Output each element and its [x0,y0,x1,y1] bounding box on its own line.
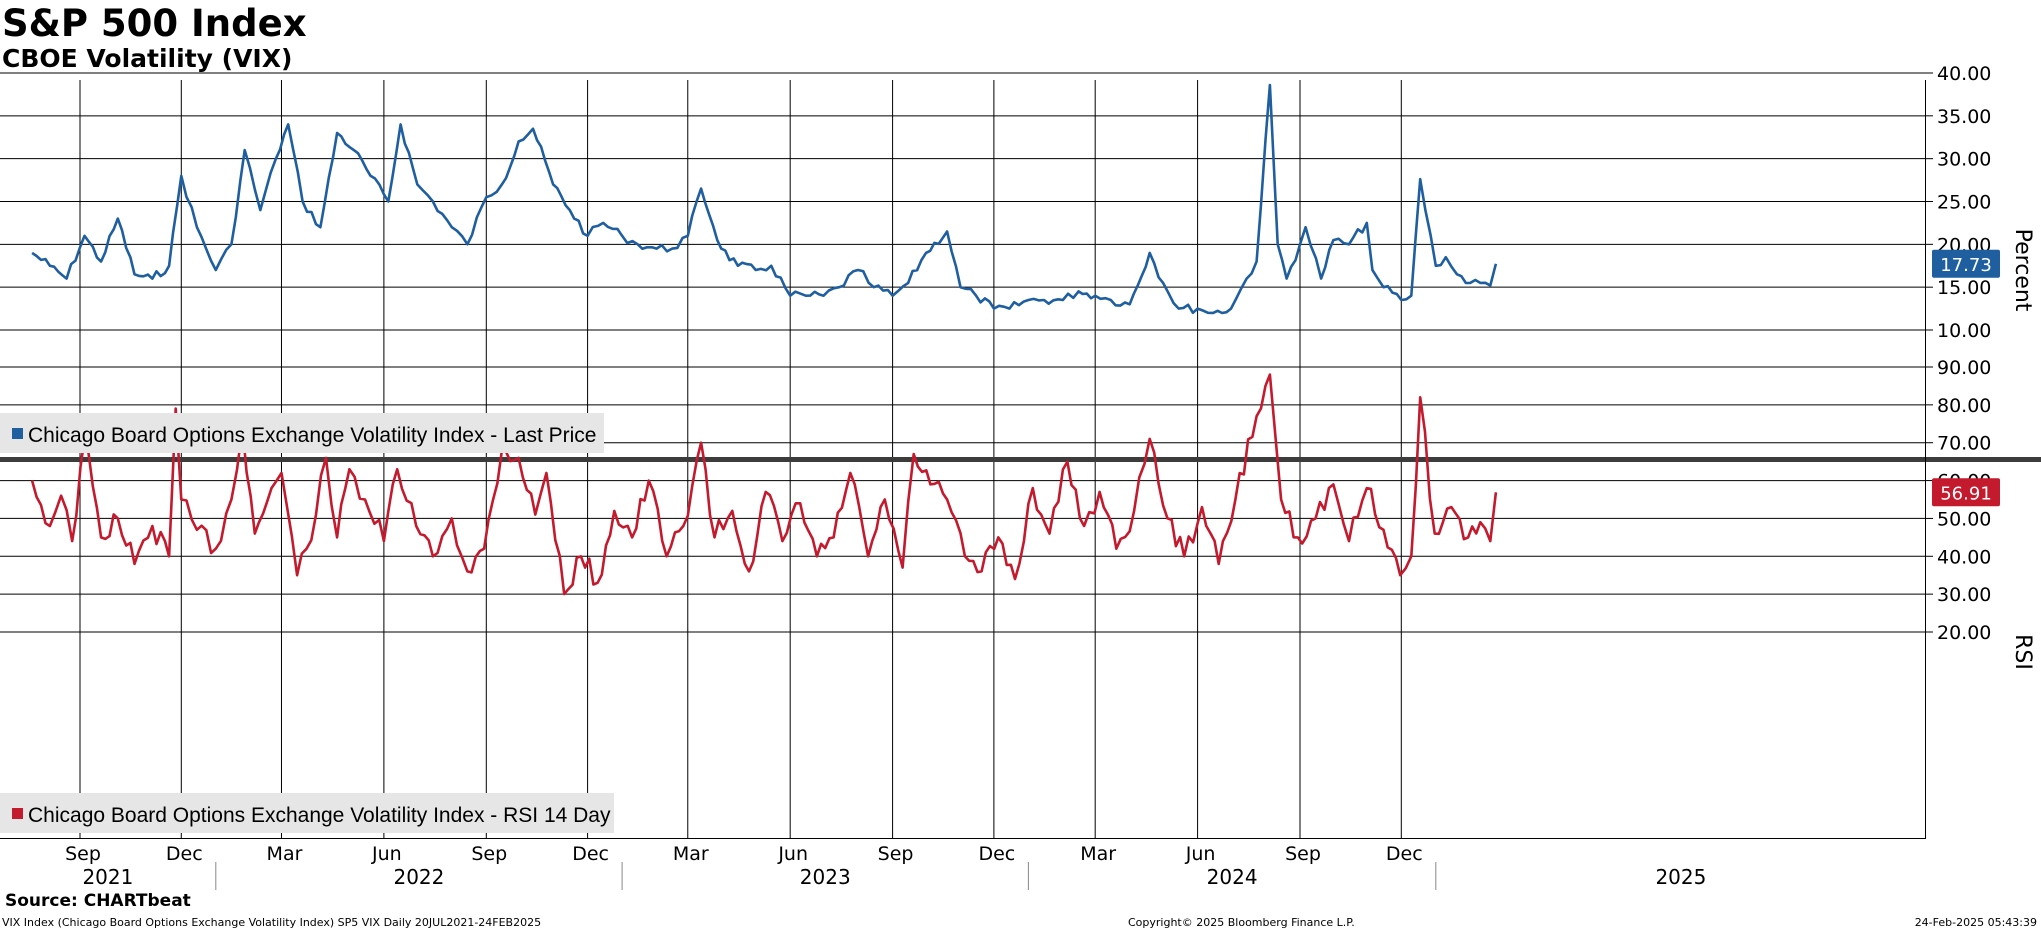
price-last-value-tag: 17.73 [1932,249,2000,278]
price-tick-label: 35.00 [1937,106,1991,128]
rsi-tick-label: 40.00 [1937,546,1991,568]
rsi-last-value-tag: 56.91 [1932,478,2000,507]
source-label: Source: CHARTbeat [5,891,191,911]
rsi-tick-label: 30.00 [1937,584,1991,606]
month-label: Mar [673,843,709,865]
panel-separator [0,457,2041,462]
price-tick-label: 10.00 [1937,320,1991,342]
price-tick-label: 25.00 [1937,192,1991,214]
footer-copyright: Copyright© 2025 Bloomberg Finance L.P. [1128,916,1355,929]
month-label: Sep [1285,843,1321,865]
vix-rsi-series-line [30,373,1498,596]
month-label: Dec [978,843,1015,865]
year-label: 2025 [1655,865,1706,889]
price-legend-background [0,413,604,453]
month-label: Dec [166,843,203,865]
rsi-legend-background [0,793,614,833]
vix-price-series-line [31,83,1498,315]
month-label: Dec [572,843,609,865]
page-title: S&P 500 Index [2,2,307,45]
month-label: Jun [777,843,808,865]
price-tick-label: 40.00 [1937,63,1991,85]
rsi-legend-swatch [12,808,23,819]
rsi-tick-label: 80.00 [1937,395,1991,417]
page-subtitle: CBOE Volatility (VIX) [2,44,293,73]
month-label: Sep [878,843,914,865]
footer-ticker-info: VIX Index (Chicago Board Options Exchang… [2,916,542,929]
rsi-last-value-label: 56.91 [1940,483,1992,504]
price-legend: Chicago Board Options Exchange Volatilit… [0,413,604,453]
rsi-tick-label: 70.00 [1937,433,1991,455]
rsi-tick-label: 20.00 [1937,622,1991,644]
month-label: Jun [1185,843,1216,865]
rsi-legend-label: Chicago Board Options Exchange Volatilit… [28,804,611,827]
month-label: Mar [267,843,303,865]
gridlines [0,72,1926,838]
month-label: Mar [1080,843,1116,865]
price-tick-label: 30.00 [1937,149,1991,171]
price-legend-swatch [12,428,23,439]
year-label: 2023 [800,865,851,889]
month-label: Dec [1386,843,1423,865]
rsi-tick-label: 50.00 [1937,508,1991,530]
footer-timestamp: 24-Feb-2025 05:43:39 [1914,916,2037,929]
price-last-value-label: 17.73 [1940,255,1992,276]
rsi-tick-label: 90.00 [1937,357,1991,379]
x-axis: Sep Dec Mar Jun Sep Dec Mar Jun Sep Dec Mar Jun Sep D… [65,843,1706,890]
year-label: 2024 [1207,865,1258,889]
month-label: Sep [471,843,507,865]
price-legend-label: Chicago Board Options Exchange Volatilit… [28,424,596,447]
rsi-last-value-box [1932,478,2000,507]
month-label: Jun [371,843,402,865]
rsi-axis-title: RSI [2010,634,2035,670]
year-label: 2021 [82,865,133,889]
year-label: 2022 [393,865,444,889]
price-tick-label: 15.00 [1937,277,1991,299]
rsi-legend: Chicago Board Options Exchange Volatilit… [0,793,614,833]
month-label: Sep [65,843,101,865]
price-axis-title: Percent [2010,229,2035,312]
price-last-value-box [1932,249,2000,278]
